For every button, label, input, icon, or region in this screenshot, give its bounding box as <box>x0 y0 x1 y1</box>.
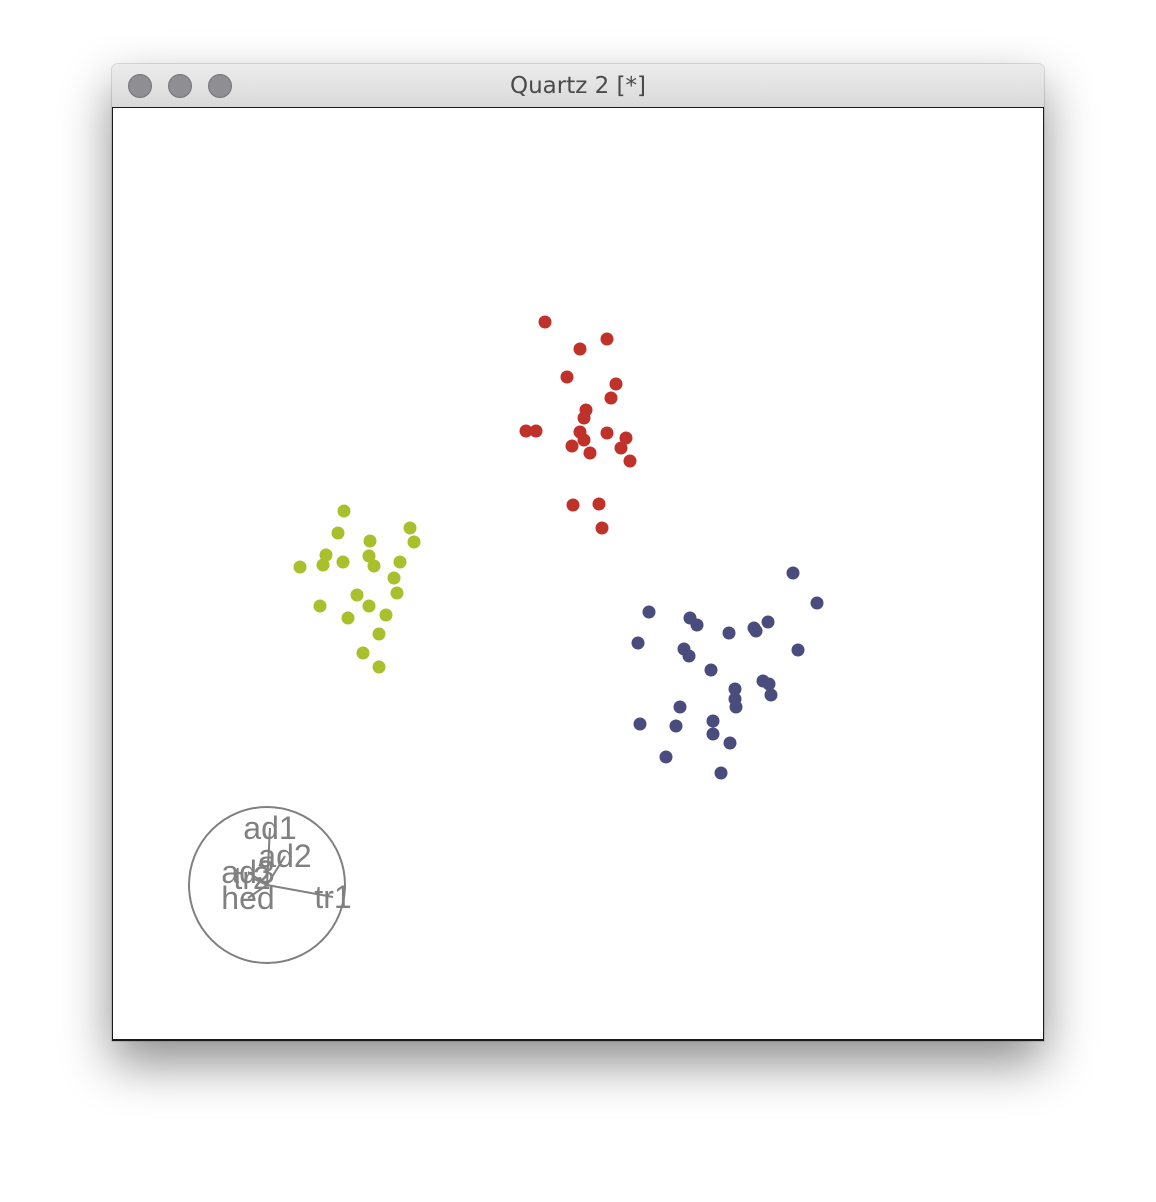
data-point <box>372 660 386 674</box>
biplot-vector-ad1 <box>266 827 271 886</box>
data-point <box>592 497 606 511</box>
data-point <box>600 332 614 346</box>
biplot-label-tr1: tr1 <box>314 879 351 915</box>
data-point <box>573 342 587 356</box>
data-point <box>387 571 401 585</box>
data-point <box>669 719 683 733</box>
data-point <box>529 424 543 438</box>
data-point <box>519 424 533 438</box>
data-point <box>356 646 370 660</box>
minimize-window-button[interactable] <box>168 74 192 98</box>
data-point <box>341 611 355 625</box>
biplot-label-ad2: ad2 <box>258 838 311 874</box>
data-point <box>407 535 421 549</box>
series-2 <box>293 504 421 674</box>
data-point <box>614 441 628 455</box>
data-point <box>728 682 742 696</box>
data-point <box>690 618 704 632</box>
data-point <box>372 627 386 641</box>
data-point <box>791 643 805 657</box>
title-bar[interactable]: Quartz 2 [*] <box>112 64 1044 108</box>
data-point <box>560 370 574 384</box>
biplot-vector-ad2 <box>266 855 286 886</box>
data-point <box>362 549 376 563</box>
data-point <box>293 560 307 574</box>
data-point <box>609 377 623 391</box>
data-point <box>538 315 552 329</box>
data-point <box>642 605 656 619</box>
data-point <box>390 586 404 600</box>
data-point <box>336 555 350 569</box>
data-point <box>714 766 728 780</box>
data-point <box>631 636 645 650</box>
data-point <box>619 431 633 445</box>
data-point <box>706 714 720 728</box>
window-title: Quartz 2 [*] <box>509 73 647 99</box>
data-point <box>577 411 591 425</box>
data-point <box>362 599 376 613</box>
data-point <box>764 688 778 702</box>
data-point <box>749 624 763 638</box>
data-point <box>761 615 775 629</box>
data-point <box>704 663 718 677</box>
data-point <box>810 596 824 610</box>
data-point <box>403 521 417 535</box>
data-point <box>566 498 580 512</box>
biplot-vector-hed <box>247 884 268 899</box>
data-point <box>623 454 637 468</box>
biplot-label-tr2: tr2 <box>233 860 270 896</box>
biplot-vector-tr2 <box>251 877 268 886</box>
biplot-label-ad3: ad3 <box>221 854 274 890</box>
data-point <box>316 558 330 572</box>
data-point <box>350 588 364 602</box>
close-window-button[interactable] <box>128 74 152 98</box>
data-point <box>595 521 609 535</box>
data-point <box>337 504 351 518</box>
data-point <box>313 599 327 613</box>
data-point <box>565 439 579 453</box>
data-point <box>367 559 381 573</box>
data-point <box>633 717 647 731</box>
data-point <box>706 727 720 741</box>
data-point <box>682 649 696 663</box>
biplot-circle <box>188 806 346 964</box>
data-point <box>363 534 377 548</box>
data-point <box>722 626 736 640</box>
series-3 <box>631 566 824 780</box>
biplot-vector-tr1 <box>266 884 334 898</box>
biplot-label-hed: hed <box>221 880 274 916</box>
data-point <box>600 426 614 440</box>
data-point <box>319 548 333 562</box>
data-point <box>393 555 407 569</box>
biplot-label-ad1: ad1 <box>243 810 296 846</box>
data-point <box>723 736 737 750</box>
data-point <box>577 433 591 447</box>
data-point <box>331 526 345 540</box>
data-point <box>729 700 743 714</box>
data-point <box>604 391 618 405</box>
data-point <box>583 446 597 460</box>
data-point <box>762 677 776 691</box>
zoom-window-button[interactable] <box>208 74 232 98</box>
data-point <box>673 700 687 714</box>
data-point <box>786 566 800 580</box>
data-point <box>379 608 393 622</box>
data-point <box>659 750 673 764</box>
series-1 <box>519 315 637 535</box>
